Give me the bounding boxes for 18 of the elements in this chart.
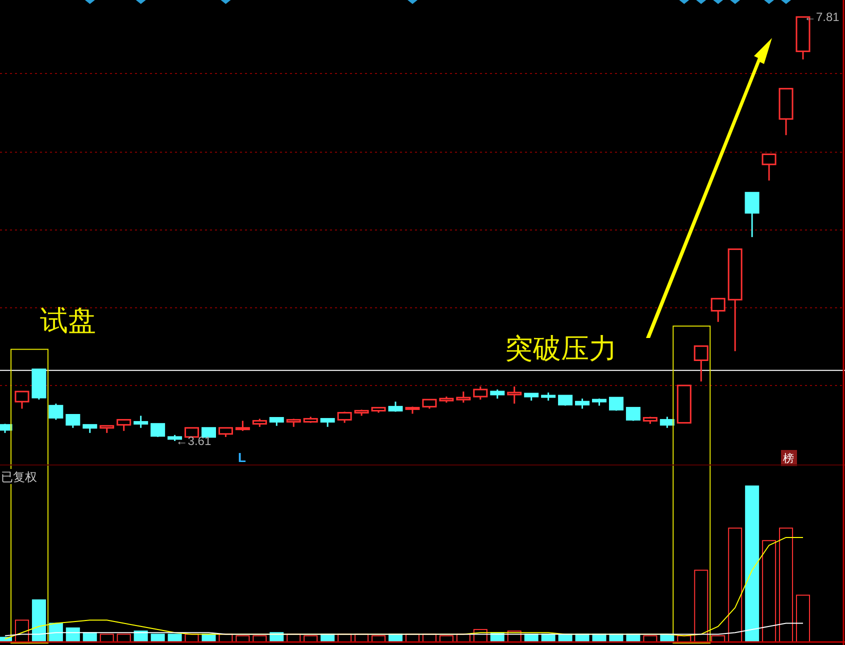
text: L [238, 450, 246, 465]
bar [728, 528, 742, 642]
bar [762, 540, 776, 642]
bar [150, 634, 165, 642]
text: 已复权 [1, 470, 37, 484]
bar [32, 599, 46, 642]
annotation: 突破压力 [505, 333, 617, 364]
annotation: ←7.81 [804, 10, 840, 24]
bar [779, 528, 794, 642]
bar [116, 634, 131, 642]
bar [745, 486, 760, 642]
text: 榜 [783, 452, 794, 465]
bar [100, 634, 114, 642]
annotation: ←3.61 [176, 434, 212, 448]
bar [168, 634, 182, 642]
bar [694, 570, 708, 642]
bar [796, 594, 810, 642]
annotation: 试盘 [40, 305, 96, 336]
